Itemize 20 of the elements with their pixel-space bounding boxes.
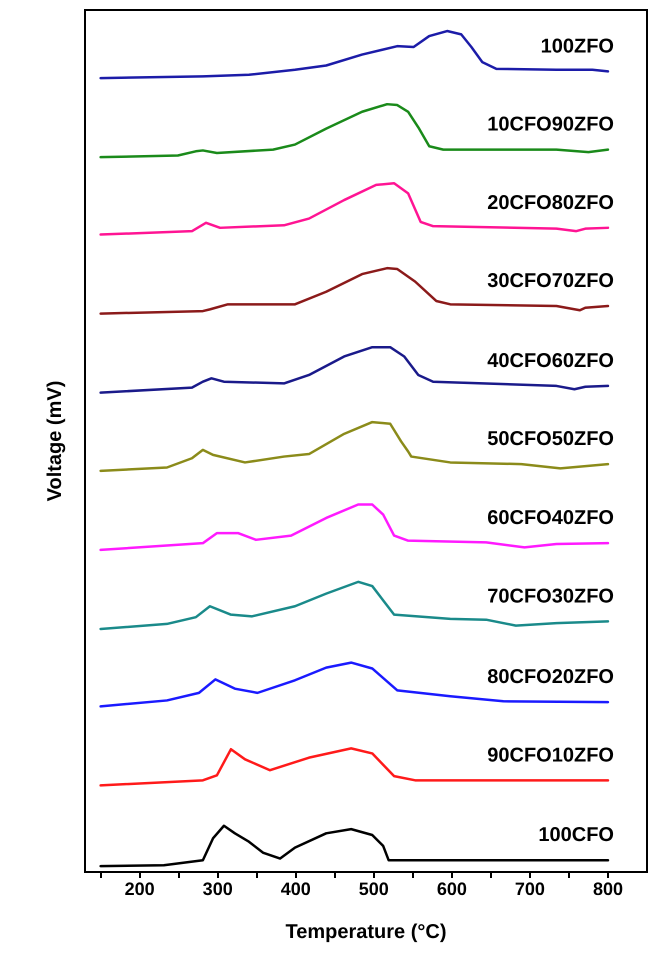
x-tick-label: 700 xyxy=(514,879,545,899)
y-axis-title: Voltage (mV) xyxy=(44,380,66,502)
x-tick-label: 300 xyxy=(202,879,233,899)
series-label: 100ZFO xyxy=(540,35,614,58)
series-label: 30CFO70ZFO xyxy=(487,270,614,292)
x-tick-label: 500 xyxy=(358,879,389,899)
x-tick-label: 200 xyxy=(124,879,155,899)
series-label: 80CFO20ZFO xyxy=(487,666,614,688)
series-label: 70CFO30ZFO xyxy=(487,585,614,608)
series-label: 10CFO90ZFO xyxy=(487,114,614,136)
series-label: 50CFO50ZFO xyxy=(487,428,614,450)
series-label: 20CFO80ZFO xyxy=(487,192,614,214)
series-label: 60CFO40ZFO xyxy=(487,507,614,530)
x-tick-label: 400 xyxy=(280,879,311,899)
x-axis-title: Temperature (°C) xyxy=(286,921,446,943)
x-tick-label: 800 xyxy=(592,879,623,899)
series-label: 100CFO xyxy=(538,824,614,846)
series-label: 90CFO10ZFO xyxy=(487,744,614,766)
x-tick-label: 600 xyxy=(436,879,467,899)
series-label: 40CFO60ZFO xyxy=(487,350,614,372)
